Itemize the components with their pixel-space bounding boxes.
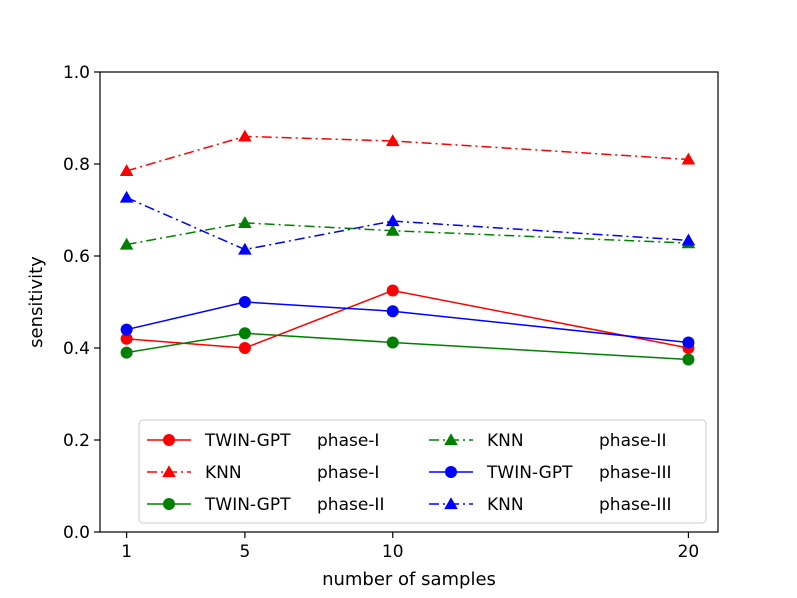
data-point	[119, 237, 134, 250]
data-point	[238, 216, 252, 228]
legend-frame	[138, 419, 707, 524]
y-tick-label: 0.2	[63, 431, 90, 451]
legend-entry: KNN phase-II	[429, 431, 666, 451]
data-point	[682, 336, 695, 349]
x-tick-label: 1	[121, 542, 132, 562]
legend-marker	[162, 465, 176, 478]
data-point	[386, 305, 399, 318]
x-tick-label: 20	[678, 542, 700, 562]
plot-frame	[99, 71, 719, 533]
x-tick-label: 10	[382, 542, 404, 562]
data-point	[238, 342, 251, 354]
series-line	[126, 196, 689, 251]
legend-entry: TWIN-GPT phase-I	[147, 431, 379, 451]
data-point	[238, 296, 251, 308]
legend-label: TWIN-GPT	[204, 495, 291, 515]
y-tick-label: 0.6	[63, 247, 90, 267]
y-axis-label: sensitivity	[26, 256, 47, 348]
legend-marker	[444, 433, 458, 446]
series-knn-phase-iii	[119, 190, 696, 255]
data-point	[120, 323, 133, 336]
legend-label: TWIN-GPT	[204, 431, 291, 451]
legend-phase-label: phase-II	[599, 431, 666, 451]
legend-marker	[444, 497, 458, 510]
y-tick-label: 1.0	[63, 63, 90, 83]
series-line	[126, 222, 689, 246]
data-point	[238, 242, 252, 255]
data-point	[682, 353, 695, 366]
data-point	[238, 327, 251, 340]
legend-marker	[163, 498, 175, 510]
legend-phase-label: phase-I	[317, 431, 379, 451]
data-point	[386, 336, 399, 349]
x-tick-label: 5	[239, 542, 250, 562]
y-tick-label: 0.8	[63, 155, 90, 175]
data-point	[238, 129, 252, 142]
y-tick-label: 0.4	[63, 339, 90, 359]
legend-entry: KNN phase-III	[429, 495, 671, 515]
legend-phase-label: phase-III	[599, 495, 671, 515]
legend-entry: TWIN-GPT phase-III	[429, 463, 671, 483]
legend-entry: TWIN-GPT phase-II	[147, 495, 384, 515]
data-point	[120, 346, 133, 359]
data-point	[385, 214, 400, 227]
data-point	[120, 332, 133, 345]
y-tick-label: 0.0	[63, 523, 90, 543]
legend: TWIN-GPT phase-I KNN phase-I TWIN-GPT phase-I…	[138, 419, 707, 524]
series-line	[126, 135, 689, 172]
legend-label: KNN	[487, 495, 524, 515]
legend-phase-label: phase-III	[599, 463, 671, 483]
legend-entry: KNN phase-I	[147, 463, 379, 483]
legend-marker	[163, 434, 175, 446]
data-point	[681, 152, 696, 165]
x-axis-label: number of samples	[322, 569, 496, 590]
series-line	[126, 332, 689, 361]
data-point	[385, 134, 400, 147]
series-knn-phase-i	[119, 129, 696, 176]
legend-marker	[445, 466, 457, 478]
legend-label: KNN	[487, 431, 524, 451]
data-point	[119, 164, 134, 176]
legend-phase-label: phase-II	[317, 495, 384, 515]
data-point	[681, 233, 696, 246]
legend-phase-label: phase-I	[317, 463, 379, 483]
legend-label: TWIN-GPT	[486, 463, 573, 483]
series-twin-gpt-phase-ii	[120, 327, 695, 366]
series-layer	[119, 129, 696, 366]
axes-layer: 1 5 10 20 0.0 0.2 0.4 0.6 0.8 1.0	[63, 63, 699, 562]
data-point	[386, 284, 399, 297]
series-line	[126, 301, 689, 344]
series-twin-gpt-phase-iii	[120, 296, 695, 349]
legend-label: KNN	[205, 463, 242, 483]
data-point	[119, 190, 134, 203]
data-point	[385, 223, 400, 236]
